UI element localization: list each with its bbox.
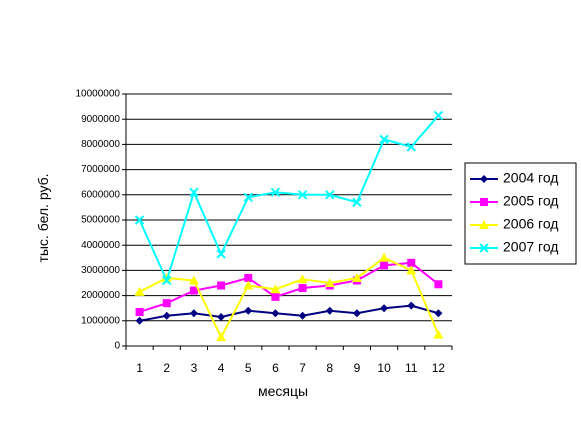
data-point [243, 280, 254, 290]
data-point [217, 313, 226, 322]
legend-label: 2007 год [503, 239, 558, 255]
data-point [270, 284, 281, 294]
y-tick-label: 1000000 [81, 315, 120, 326]
y-tick-label: 5000000 [81, 215, 120, 226]
data-point [324, 278, 335, 287]
x-tick-label: 6 [272, 361, 279, 375]
series-4 [134, 110, 444, 286]
data-point [352, 197, 362, 208]
data-point [189, 309, 198, 318]
data-point [216, 332, 227, 342]
x-tick-label: 3 [191, 361, 198, 375]
data-point [325, 190, 335, 200]
x-tick-label: 2 [163, 361, 170, 375]
data-point [406, 142, 416, 152]
series-line [139, 304, 439, 322]
data-point [134, 286, 145, 296]
data-point [379, 252, 390, 262]
data-point [216, 249, 226, 259]
x-tick-label: 8 [326, 361, 333, 375]
y-tick-label: 3000000 [81, 265, 120, 276]
y-tick-label: 0 [114, 341, 120, 352]
data-point [162, 311, 171, 320]
series-group [134, 110, 444, 342]
data-point [244, 273, 253, 282]
data-point [297, 274, 308, 284]
legend: 2004 год 2005 год 2006 год 2007 год [464, 162, 577, 265]
y-tick-label: 7000000 [81, 164, 120, 175]
data-point [325, 306, 334, 315]
data-point [351, 272, 362, 282]
data-point [271, 292, 280, 301]
data-point [480, 175, 488, 183]
y-tick-label: 10000000 [76, 89, 121, 100]
data-point [380, 261, 389, 270]
data-point [434, 309, 443, 318]
x-tick-labels: 1 2 3 4 5 6 7 8 9 10 11 12 [136, 361, 445, 375]
data-point [189, 286, 198, 295]
data-point [188, 275, 199, 285]
y-tick-label: 2000000 [81, 290, 120, 301]
x-tick-label: 11 [405, 361, 418, 375]
data-point [298, 311, 307, 320]
legend-label: 2004 год [503, 170, 558, 186]
data-point [297, 190, 308, 200]
axes [122, 93, 453, 350]
data-point [407, 258, 416, 267]
legend-entry: 2005 год [470, 193, 558, 209]
legend-label: 2006 год [503, 216, 558, 232]
data-point [352, 309, 361, 318]
y-tick-label: 9000000 [81, 114, 120, 125]
data-point [407, 301, 416, 310]
grid [126, 93, 452, 322]
x-tick-label: 9 [354, 361, 361, 375]
data-point [270, 187, 281, 197]
x-tick-label: 10 [377, 361, 391, 375]
data-point [162, 299, 171, 308]
y-tick-labels: 0 1000000 2000000 3000000 4000000 5000000 6000… [76, 89, 121, 352]
legend-entry: 2007 год [470, 239, 558, 255]
data-point [479, 220, 489, 229]
data-point [434, 280, 443, 289]
legend-entry: 2006 год [470, 216, 558, 232]
data-point [479, 243, 489, 253]
y-tick-label: 4000000 [81, 240, 120, 251]
data-point [271, 309, 280, 318]
legend-entry: 2004 год [470, 170, 558, 186]
legend-label: 2005 год [503, 193, 558, 209]
data-point [135, 307, 144, 316]
x-tick-label: 5 [245, 361, 252, 375]
x-axis-title: месяцы [258, 383, 308, 399]
data-point [134, 215, 145, 225]
data-point [243, 192, 253, 203]
data-point [298, 284, 307, 293]
data-point [189, 187, 199, 197]
data-point [135, 316, 144, 325]
y-axis-title: тыс. бел. руб. [35, 173, 51, 262]
series-line [139, 261, 440, 313]
y-tick-label: 6000000 [81, 189, 120, 200]
x-tick-label: 7 [299, 361, 306, 375]
data-point [379, 134, 389, 145]
data-point [244, 306, 253, 315]
series-3 [134, 252, 444, 342]
x-tick-label: 4 [218, 361, 225, 375]
data-point [380, 304, 389, 313]
series-line [138, 114, 440, 284]
y-tick-label: 8000000 [81, 139, 120, 150]
series-line [139, 256, 440, 340]
x-tick-label: 12 [432, 361, 446, 375]
data-point [162, 275, 172, 286]
data-point [433, 329, 444, 339]
data-point [480, 198, 488, 206]
data-point [406, 265, 417, 275]
x-tick-label: 1 [136, 361, 143, 375]
data-point [217, 281, 226, 290]
data-point [433, 110, 444, 121]
series-1 [135, 301, 443, 325]
